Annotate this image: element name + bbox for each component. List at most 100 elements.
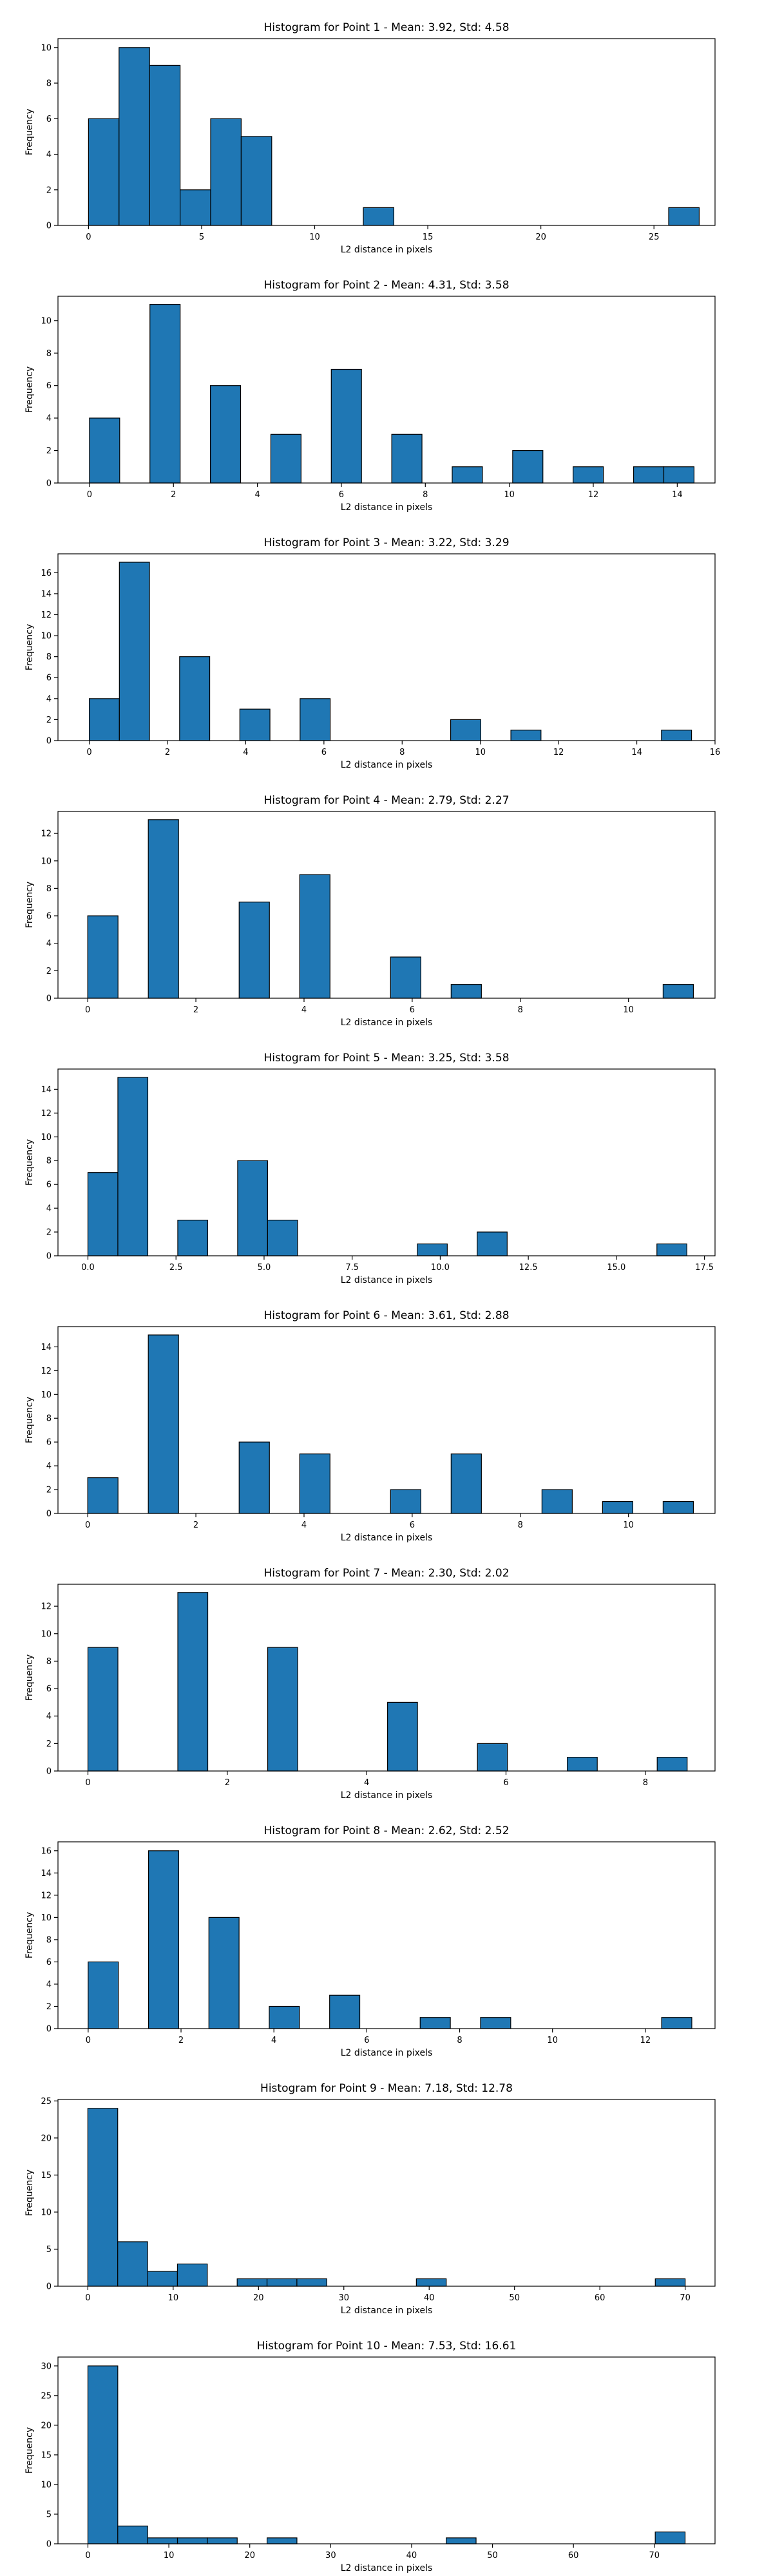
y-tick-label: 10 bbox=[41, 316, 52, 326]
x-tick-label: 6 bbox=[410, 1520, 415, 1530]
histogram-bar-1 bbox=[87, 1477, 119, 1514]
histogram-bar-8 bbox=[661, 2017, 692, 2029]
histogram-bar-1 bbox=[88, 1961, 119, 2029]
y-tick-label: 12 bbox=[41, 1109, 52, 1119]
histogram-bar-9 bbox=[573, 466, 604, 484]
histogram-bar-6 bbox=[450, 984, 482, 999]
x-tick-label: 6 bbox=[410, 1005, 415, 1015]
x-tick-label: 12.5 bbox=[519, 1263, 538, 1273]
y-tick-label: 12 bbox=[41, 829, 52, 839]
histogram-chart-3: Histogram for Point 3 - Mean: 3.22, Std:… bbox=[24, 536, 721, 770]
histogram-bar-1 bbox=[87, 2365, 119, 2544]
x-tick-label: 40 bbox=[424, 2293, 435, 2303]
x-tick-label: 10 bbox=[475, 748, 486, 757]
y-tick-label: 0 bbox=[46, 994, 52, 1004]
x-tick-label: 6 bbox=[364, 2036, 369, 2045]
x-tick-label: 70 bbox=[649, 2551, 660, 2561]
histogram-bar-5 bbox=[330, 368, 362, 484]
y-tick-label: 12 bbox=[41, 1602, 52, 1612]
y-tick-label: 2 bbox=[46, 715, 52, 725]
x-tick-label: 6 bbox=[339, 490, 344, 500]
y-tick-label: 12 bbox=[41, 611, 52, 620]
y-tick-label: 4 bbox=[46, 1204, 52, 1214]
y-tick-label: 0 bbox=[46, 222, 52, 231]
x-tick-label: 0 bbox=[85, 1520, 90, 1530]
x-tick-label: 0.0 bbox=[81, 1263, 95, 1273]
y-tick-label: 2 bbox=[46, 446, 52, 456]
y-tick-label: 8 bbox=[46, 1157, 52, 1166]
bars bbox=[87, 1592, 688, 1772]
histogram-bar-2 bbox=[177, 1592, 209, 1772]
bars bbox=[87, 1077, 687, 1256]
y-axis-label: Frequency bbox=[24, 109, 35, 155]
y-axis-label: Frequency bbox=[24, 2170, 35, 2216]
histogram-bar-4 bbox=[177, 2263, 208, 2287]
y-tick-label: 20 bbox=[41, 2421, 52, 2430]
histogram-bar-3 bbox=[149, 64, 181, 226]
x-axis-label: L2 distance in pixels bbox=[341, 2306, 433, 2316]
x-tick-label: 10 bbox=[504, 490, 515, 500]
y-tick-label: 4 bbox=[46, 694, 52, 704]
bars bbox=[88, 1850, 692, 2029]
y-tick-label: 25 bbox=[41, 2097, 52, 2107]
histogram-bar-2 bbox=[117, 2525, 148, 2544]
axes-frame bbox=[57, 296, 716, 484]
y-tick-label: 14 bbox=[41, 1343, 52, 1352]
x-tick-label: 20 bbox=[253, 2293, 264, 2303]
y-tick-label: 2 bbox=[46, 967, 52, 976]
histogram-chart-10: Histogram for Point 10 - Mean: 7.53, Std… bbox=[24, 2340, 716, 2573]
x-tick-label: 2 bbox=[171, 490, 176, 500]
histogram-bar-7 bbox=[480, 2017, 511, 2029]
histogram-chart-2: Histogram for Point 2 - Mean: 4.31, Std:… bbox=[24, 279, 716, 513]
y-tick-label: 4 bbox=[46, 1980, 52, 1989]
x-tick-label: 7.5 bbox=[345, 1263, 359, 1273]
histogram-bar-1 bbox=[88, 698, 120, 741]
chart-title: Histogram for Point 7 - Mean: 2.30, Std:… bbox=[263, 1567, 509, 1580]
x-tick-label: 8 bbox=[423, 490, 428, 500]
y-tick-label: 0 bbox=[46, 2025, 52, 2034]
histogram-bar-8 bbox=[654, 2531, 686, 2544]
y-tick-label: 25 bbox=[41, 2391, 52, 2401]
y-tick-label: 0 bbox=[46, 737, 52, 746]
histogram-bar-7 bbox=[541, 1489, 573, 1514]
histogram-bar-4 bbox=[269, 2005, 300, 2029]
histogram-bar-5 bbox=[390, 956, 421, 999]
y-tick-label: 0 bbox=[46, 1510, 52, 1519]
y-tick-label: 14 bbox=[41, 589, 52, 599]
histogram-bar-4 bbox=[239, 708, 271, 741]
y-tick-label: 10 bbox=[41, 1913, 52, 1923]
axes-frame bbox=[57, 38, 716, 226]
histogram-bar-5 bbox=[236, 2278, 268, 2287]
histogram-bar-6 bbox=[450, 719, 481, 741]
y-tick-label: 6 bbox=[46, 674, 52, 683]
y-tick-label: 10 bbox=[41, 2480, 52, 2490]
histogram-bar-7 bbox=[656, 1757, 688, 1772]
y-tick-label: 10 bbox=[41, 632, 52, 641]
y-tick-label: 16 bbox=[41, 1846, 52, 1856]
axes-frame bbox=[57, 553, 716, 741]
x-tick-label: 0 bbox=[86, 748, 91, 757]
x-tick-label: 60 bbox=[595, 2293, 606, 2303]
histogram-bar-8 bbox=[656, 1243, 687, 1256]
x-tick-label: 8 bbox=[518, 1005, 523, 1015]
x-tick-label: 4 bbox=[271, 2036, 276, 2045]
histogram-chart-6: Histogram for Point 6 - Mean: 3.61, Std:… bbox=[24, 1309, 716, 1543]
chart-title: Histogram for Point 8 - Mean: 2.62, Std:… bbox=[263, 1824, 509, 1837]
axes-frame bbox=[57, 2099, 716, 2287]
histogram-bar-7 bbox=[452, 466, 483, 484]
x-axis-label: L2 distance in pixels bbox=[341, 760, 433, 770]
x-tick-label: 10 bbox=[623, 1520, 634, 1530]
x-tick-label: 30 bbox=[338, 2293, 349, 2303]
histogram-bar-2 bbox=[117, 1077, 149, 1256]
histogram-bar-9 bbox=[654, 2278, 686, 2287]
y-tick-label: 6 bbox=[46, 1685, 52, 1694]
x-tick-label: 2 bbox=[225, 1778, 230, 1788]
x-axis-label: L2 distance in pixels bbox=[341, 1790, 433, 1801]
histogram-bar-1 bbox=[88, 118, 120, 226]
x-tick-label: 50 bbox=[509, 2293, 520, 2303]
axes-frame bbox=[57, 2356, 716, 2544]
x-tick-label: 16 bbox=[710, 748, 721, 757]
y-tick-label: 2 bbox=[46, 2002, 52, 2012]
histogram-bar-8 bbox=[668, 207, 700, 226]
histogram-bar-8 bbox=[512, 450, 544, 484]
